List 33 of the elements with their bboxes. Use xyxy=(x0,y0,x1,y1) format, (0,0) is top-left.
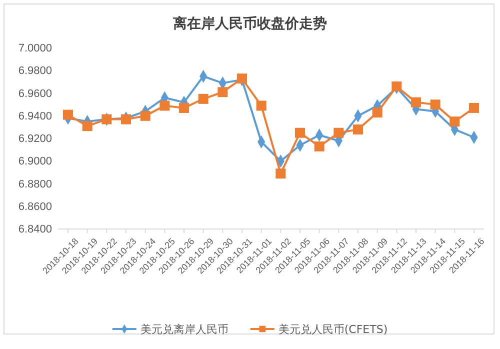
y-tick-label: 6.9200 xyxy=(18,133,52,146)
y-tick-label: 6.8400 xyxy=(18,224,52,236)
point xyxy=(353,124,363,134)
point xyxy=(276,168,286,179)
y-tick-label: 6.9800 xyxy=(18,65,52,78)
point xyxy=(63,110,73,120)
point xyxy=(179,102,189,113)
point xyxy=(82,121,92,132)
point xyxy=(314,141,324,152)
y-tick-label: 7.0000 xyxy=(18,42,52,55)
point xyxy=(392,81,402,92)
point xyxy=(372,107,382,118)
point xyxy=(121,114,131,124)
y-tick-label: 6.8800 xyxy=(18,178,52,190)
point xyxy=(450,116,460,127)
point xyxy=(469,102,479,113)
point xyxy=(218,87,228,98)
point xyxy=(411,97,421,108)
point xyxy=(198,94,208,104)
point xyxy=(334,128,344,138)
legend-label: 美元兑离岸人民币 xyxy=(140,322,228,336)
point xyxy=(430,100,440,110)
y-tick-label: 6.9400 xyxy=(18,110,52,122)
y-tick-label: 6.9600 xyxy=(18,88,52,100)
point xyxy=(295,128,305,138)
point xyxy=(140,110,150,121)
point xyxy=(237,74,247,84)
point xyxy=(160,100,170,111)
y-tick-label: 6.8600 xyxy=(18,200,52,213)
point xyxy=(256,100,266,111)
legend-label: 美元兑人民币(CFETS) xyxy=(278,322,388,336)
y-tick-label: 6.9000 xyxy=(18,156,52,168)
chart-title: 离在岸人民币收盘价走势 xyxy=(172,15,327,32)
